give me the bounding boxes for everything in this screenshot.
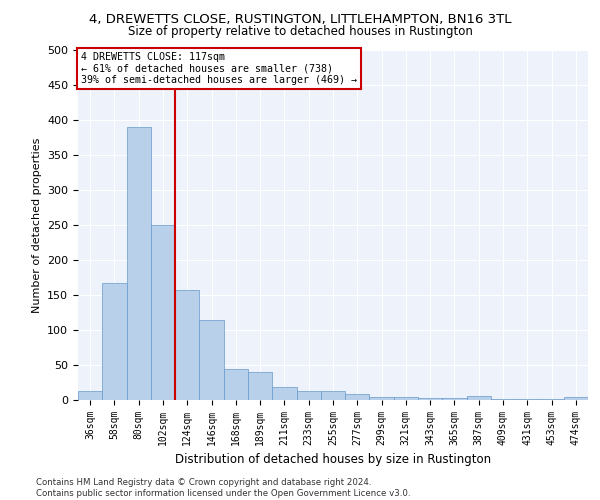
- Bar: [272, 388, 296, 400]
- Bar: [199, 320, 224, 400]
- Bar: [345, 394, 370, 400]
- Text: 4 DREWETTS CLOSE: 117sqm
← 61% of detached houses are smaller (738)
39% of semi-: 4 DREWETTS CLOSE: 117sqm ← 61% of detach…: [80, 52, 356, 85]
- Bar: [394, 397, 418, 400]
- Bar: [442, 398, 467, 400]
- X-axis label: Distribution of detached houses by size in Rustington: Distribution of detached houses by size …: [175, 454, 491, 466]
- Bar: [418, 398, 442, 400]
- Bar: [127, 127, 151, 400]
- Bar: [491, 398, 515, 400]
- Bar: [151, 225, 175, 400]
- Bar: [296, 391, 321, 400]
- Bar: [321, 391, 345, 400]
- Y-axis label: Number of detached properties: Number of detached properties: [32, 138, 41, 312]
- Bar: [248, 372, 272, 400]
- Text: 4, DREWETTS CLOSE, RUSTINGTON, LITTLEHAMPTON, BN16 3TL: 4, DREWETTS CLOSE, RUSTINGTON, LITTLEHAM…: [89, 12, 511, 26]
- Bar: [515, 398, 539, 400]
- Text: Size of property relative to detached houses in Rustington: Size of property relative to detached ho…: [128, 25, 472, 38]
- Bar: [175, 290, 199, 400]
- Bar: [370, 396, 394, 400]
- Bar: [564, 396, 588, 400]
- Bar: [102, 283, 127, 400]
- Text: Contains HM Land Registry data © Crown copyright and database right 2024.
Contai: Contains HM Land Registry data © Crown c…: [36, 478, 410, 498]
- Bar: [224, 368, 248, 400]
- Bar: [467, 396, 491, 400]
- Bar: [539, 398, 564, 400]
- Bar: [78, 391, 102, 400]
